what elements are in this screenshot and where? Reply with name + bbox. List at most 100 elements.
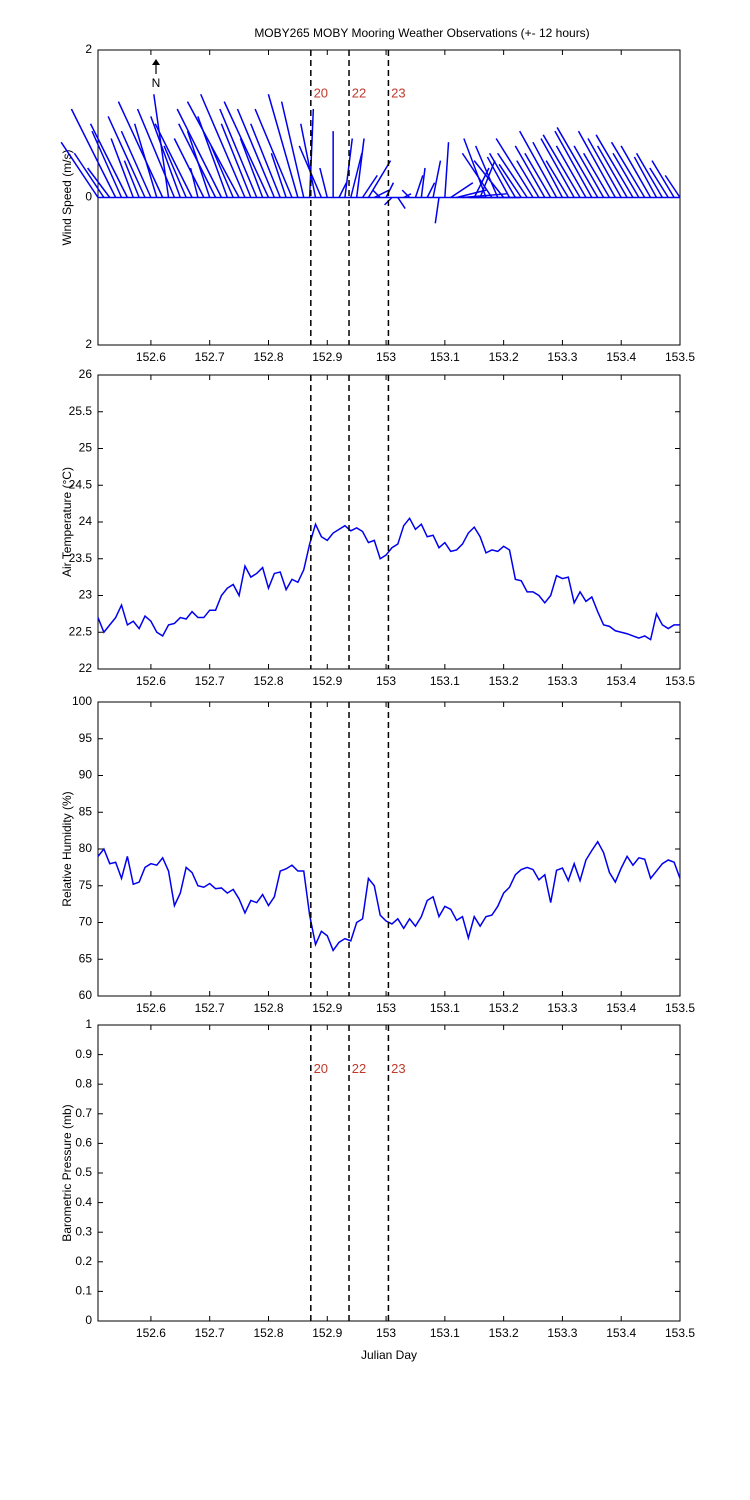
wind-stick <box>120 130 152 198</box>
wind-stick <box>555 145 587 198</box>
x-tick-label: 152.6 <box>136 1001 166 1015</box>
y-tick-label: 0.7 <box>75 1106 92 1120</box>
wind-stick <box>498 163 522 198</box>
wind-stick <box>110 138 134 198</box>
y-tick-label: 0 <box>85 1313 92 1327</box>
wind-stick <box>70 108 117 198</box>
x-tick-label: 152.6 <box>136 1326 166 1340</box>
wind-stick <box>223 101 270 198</box>
wind-stick <box>495 138 534 198</box>
wind-stick <box>610 141 646 198</box>
wind-stick <box>532 141 564 198</box>
wind-stick <box>300 123 317 198</box>
wind-stick <box>577 130 616 198</box>
x-tick-label: 153 <box>376 350 396 364</box>
x-tick-label: 153.3 <box>547 674 577 688</box>
y-tick-label: 0.1 <box>75 1284 92 1298</box>
y-tick-label: 0.3 <box>75 1224 92 1238</box>
y-tick-label: 60 <box>79 988 93 1002</box>
wind-stick <box>361 174 378 198</box>
wind-stick <box>486 156 511 198</box>
wind-stick <box>136 108 176 198</box>
wind-stick <box>107 116 146 198</box>
event-label: 20 <box>314 1061 328 1076</box>
x-tick-label: 153.4 <box>606 1326 636 1340</box>
x-tick-label: 152.7 <box>195 1326 225 1340</box>
wind-stick <box>540 138 575 198</box>
wind-stick <box>556 127 599 198</box>
wind-stick <box>154 123 193 198</box>
y-axis-label: Barometric Pressure (mb) <box>60 1104 74 1241</box>
wind-stick <box>150 116 182 198</box>
wind-stick <box>350 153 363 198</box>
wind-stick <box>434 197 440 224</box>
wind-stick <box>519 130 558 198</box>
x-tick-label: 153.2 <box>489 674 519 688</box>
wind-stick <box>516 160 540 198</box>
wind-stick <box>60 141 99 198</box>
wind-stick <box>319 167 329 198</box>
x-tick-label: 152.8 <box>253 1001 283 1015</box>
x-tick-label: 153.2 <box>489 1326 519 1340</box>
y-tick-label: 0.2 <box>75 1254 92 1268</box>
y-tick-label: 0 <box>85 190 92 204</box>
wind-stick <box>456 189 487 199</box>
wind-stick <box>620 145 652 198</box>
wind-stick <box>367 160 392 198</box>
wind-stick <box>488 152 517 198</box>
wind-stick <box>219 108 258 198</box>
event-label: 22 <box>352 1061 366 1076</box>
x-tick-label: 153.1 <box>430 1001 460 1015</box>
x-tick-label: 153.5 <box>665 1001 695 1015</box>
y-tick-label: 22 <box>79 661 93 675</box>
wind-stick <box>210 145 234 198</box>
wind-stick <box>450 182 474 199</box>
y-tick-label: 23.5 <box>69 551 93 565</box>
wind-stick <box>497 152 528 198</box>
event-label: 22 <box>352 86 366 101</box>
y-tick-label: 95 <box>79 731 93 745</box>
x-tick-label: 152.9 <box>312 674 342 688</box>
y-tick-label: 2 <box>85 42 92 56</box>
x-tick-label: 152.6 <box>136 674 166 688</box>
x-tick-label: 153 <box>376 1326 396 1340</box>
wind-stick <box>173 138 205 198</box>
wind-stick <box>397 197 406 209</box>
north-arrow-head <box>152 59 160 65</box>
wind-stick <box>612 152 640 198</box>
wind-stick <box>338 182 348 198</box>
wind-stick <box>176 108 223 198</box>
wind-stick <box>414 175 424 198</box>
x-tick-label: 153 <box>376 1001 396 1015</box>
wind-stick <box>344 138 354 198</box>
y-tick-label: 70 <box>79 915 93 929</box>
x-tick-label: 153.1 <box>430 1326 460 1340</box>
wind-stick <box>664 174 681 198</box>
x-tick-label: 152.8 <box>253 674 283 688</box>
wind-stick <box>236 108 276 198</box>
y-tick-label: 2 <box>85 337 92 351</box>
wind-stick <box>87 167 111 198</box>
x-axis-label: Julian Day <box>361 1348 417 1362</box>
wind-stick <box>200 93 246 198</box>
y-axis-label: Air Temperature (°C) <box>60 467 74 577</box>
y-tick-label: 100 <box>72 694 92 708</box>
y-tick-label: 25.5 <box>69 404 93 418</box>
wind-stick <box>254 108 293 198</box>
x-tick-label: 152.9 <box>312 1001 342 1015</box>
wind-stick <box>239 138 264 198</box>
wind-stick <box>372 189 381 199</box>
wind-stick <box>91 130 123 198</box>
wind-stick <box>587 138 622 198</box>
wind-stick <box>649 167 669 198</box>
y-tick-label: 25 <box>79 441 93 455</box>
event-label: 20 <box>314 86 328 101</box>
x-tick-label: 153.2 <box>489 350 519 364</box>
wind-stick <box>401 189 411 199</box>
y-tick-label: 23 <box>79 588 93 602</box>
wind-stick <box>651 160 675 198</box>
wind-stick <box>270 153 287 198</box>
y-tick-label: 65 <box>79 951 93 965</box>
y-tick-label: 75 <box>79 878 93 892</box>
